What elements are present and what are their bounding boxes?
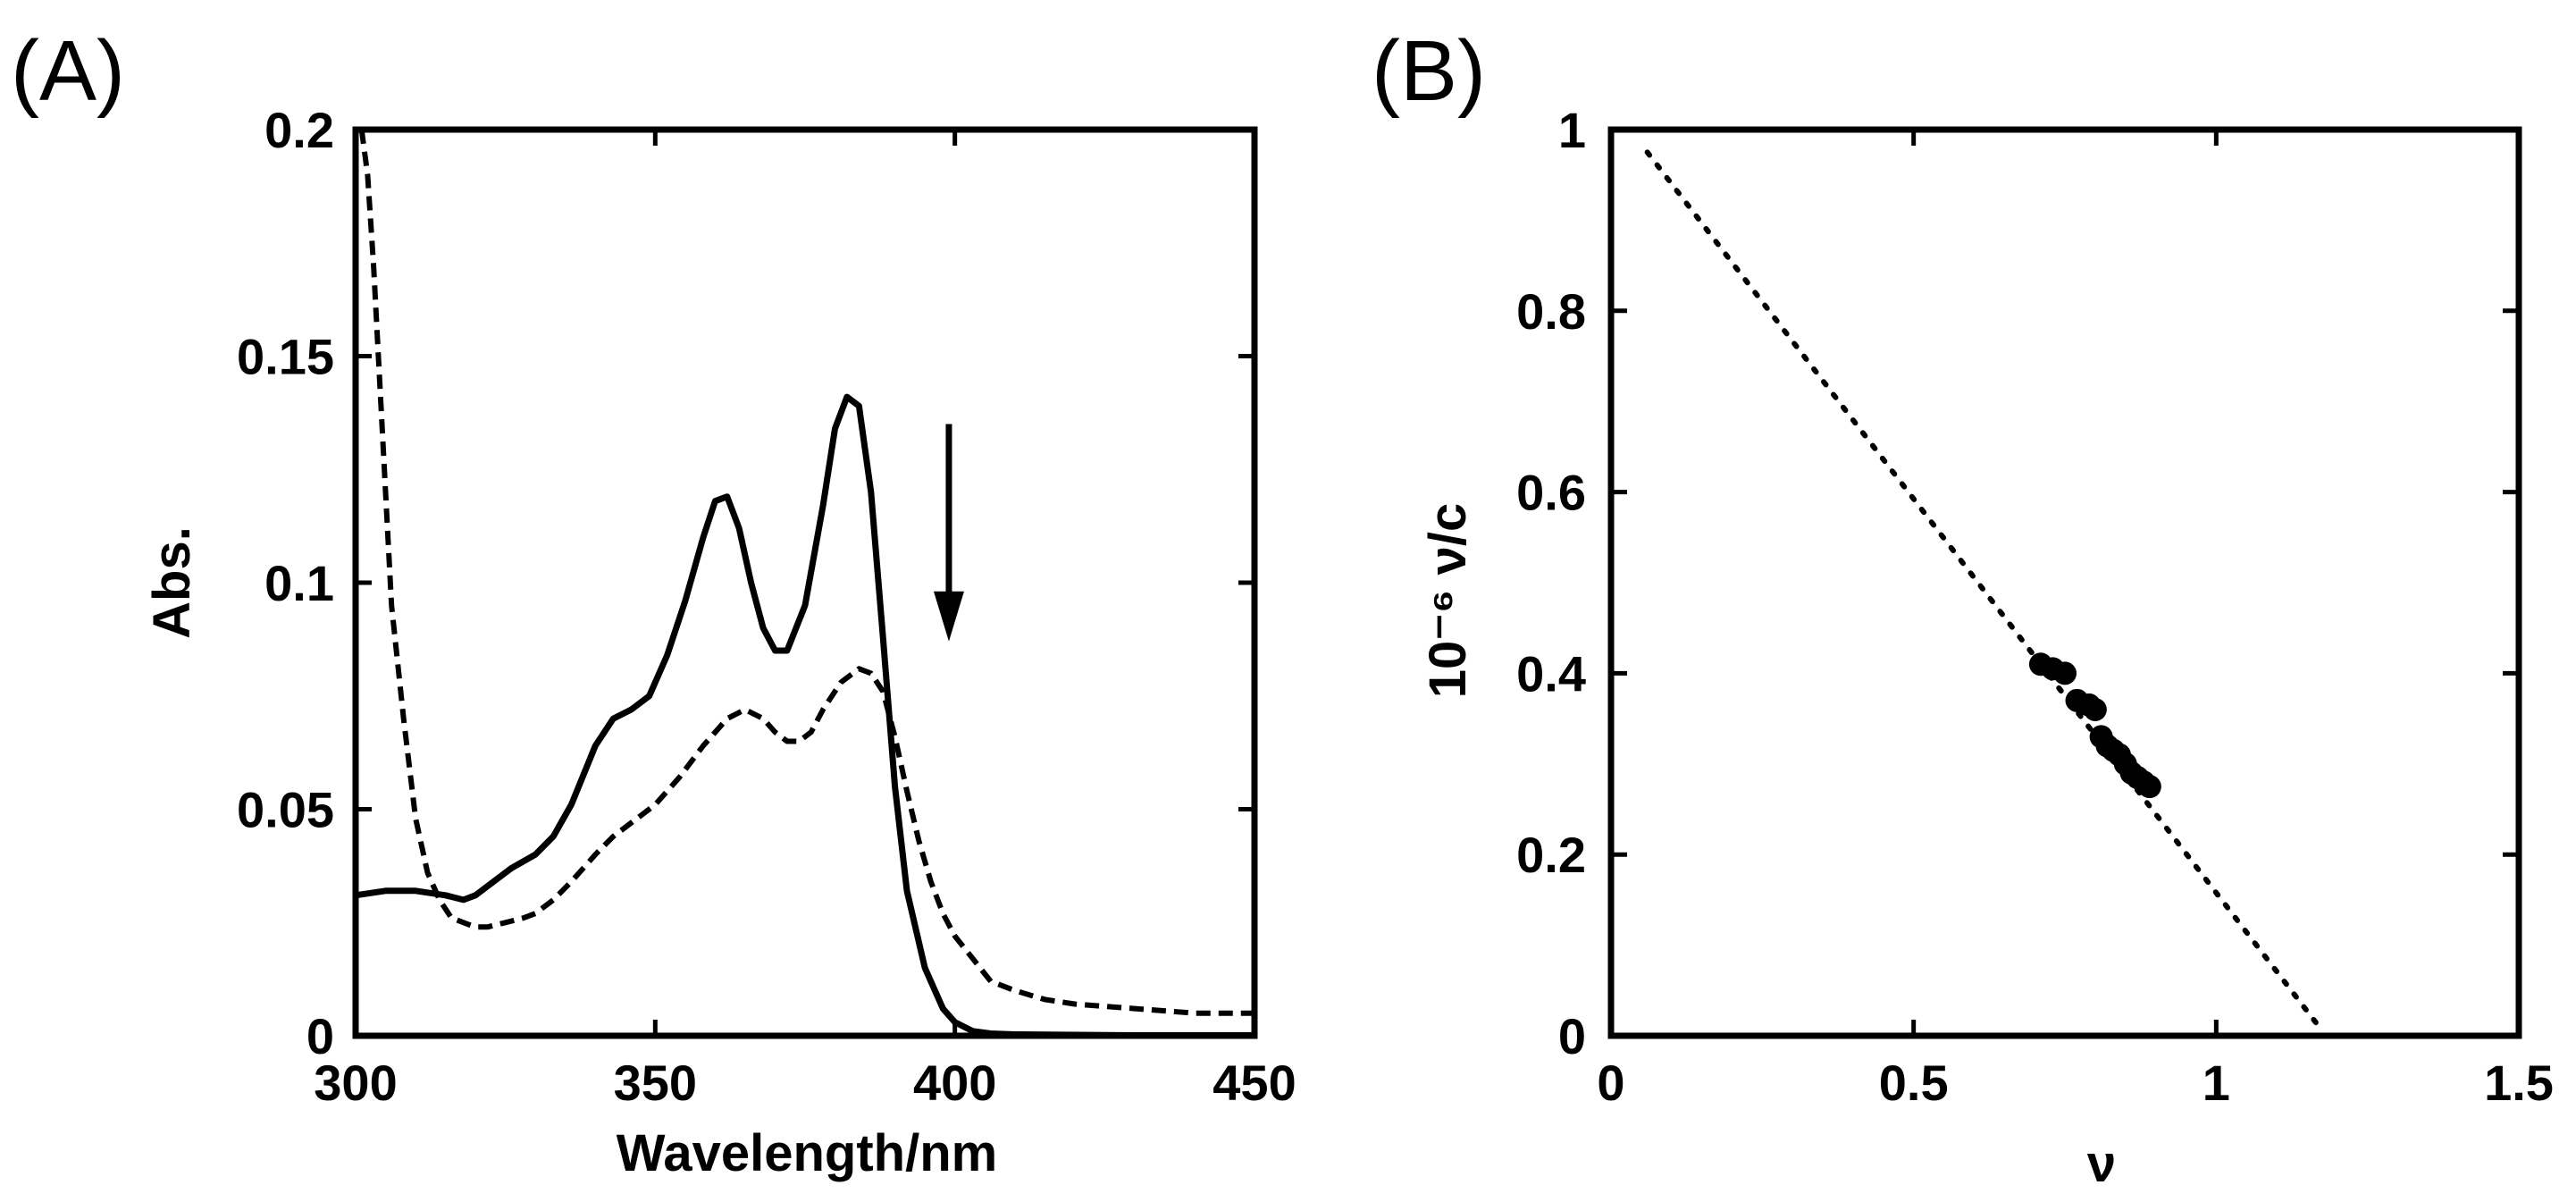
panel-a-arrow <box>933 424 964 642</box>
panel-b-y-axis-label: 10⁻⁶ ν/c <box>1419 503 1477 699</box>
fit-line <box>1644 149 2322 1030</box>
y-tick-label: 0 <box>306 1008 334 1064</box>
x-tick-label: 400 <box>913 1055 996 1111</box>
x-tick-label: 0 <box>1597 1055 1624 1111</box>
panel-b-fit-line <box>1644 149 2322 1030</box>
panel-b: (B) 0 0.2 0.4 0.6 0.8 1 0 0.5 1 1.5 ν 10⁻⁶ ν/c <box>1372 23 2554 1193</box>
panel-a: (A) 0 0.05 0.1 0.15 0.2 300 350 400 450 Wavelen… <box>11 23 1296 1182</box>
panel-a-x-axis-label: Wavelength/nm <box>617 1124 997 1182</box>
x-tick-label: 350 <box>614 1055 697 1111</box>
y-tick-label: 0.15 <box>237 329 334 385</box>
panel-a-x-ticks: 300 350 400 450 <box>314 130 1296 1111</box>
x-tick-label: 450 <box>1212 1055 1296 1111</box>
x-tick-label: 300 <box>314 1055 397 1111</box>
panel-b-x-axis-label: ν <box>2087 1135 2116 1193</box>
panel-a-frame <box>352 126 1258 1039</box>
panel-b-x-ticks: 0 0.5 1 1.5 <box>1597 130 2554 1111</box>
y-tick-label: 0.8 <box>1516 283 1586 340</box>
y-tick-label: 0.05 <box>237 782 334 838</box>
y-tick-label: 0.1 <box>264 555 334 611</box>
x-tick-label: 0.5 <box>1879 1055 1949 1111</box>
panel-a-y-ticks: 0 0.05 0.1 0.15 0.2 <box>237 102 1254 1064</box>
panel-b-label: (B) <box>1372 23 1486 119</box>
x-tick-label: 1 <box>2203 1055 2230 1111</box>
panel-b-points <box>2028 652 2161 799</box>
data-point <box>2083 697 2107 721</box>
y-tick-label: 1 <box>1558 102 1586 158</box>
panel-b-frame <box>1607 126 2522 1039</box>
panel-a-label: (A) <box>11 23 125 119</box>
y-tick-label: 0.2 <box>264 102 334 158</box>
y-tick-label: 0 <box>1558 1008 1586 1064</box>
y-tick-label: 0.4 <box>1516 645 1586 702</box>
series-line-solid <box>355 393 1254 1038</box>
y-tick-label: 0.6 <box>1516 465 1586 521</box>
y-tick-label: 0.2 <box>1516 827 1586 883</box>
panel-b-y-ticks: 0 0.2 0.4 0.6 0.8 1 <box>1516 102 2519 1064</box>
data-point <box>2137 775 2161 799</box>
panel-a-series <box>355 129 1254 1038</box>
data-point <box>2053 661 2077 685</box>
panel-a-y-axis-label: Abs. <box>143 526 201 639</box>
x-tick-label: 1.5 <box>2484 1055 2554 1111</box>
arrow-head <box>933 591 964 642</box>
